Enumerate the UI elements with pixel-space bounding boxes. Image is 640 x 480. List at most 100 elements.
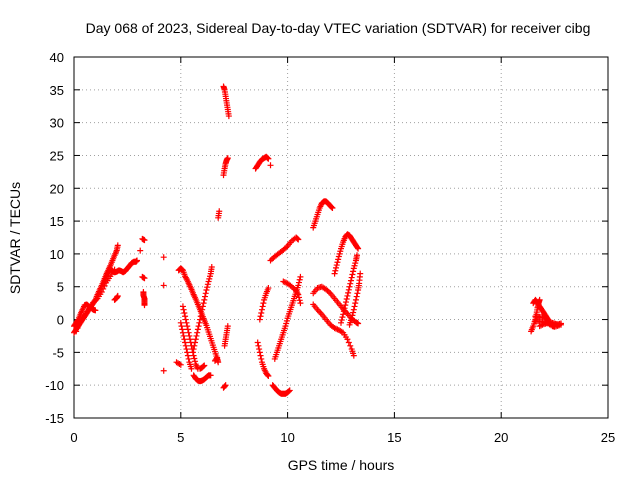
data-point <box>354 252 361 259</box>
data-point <box>185 329 192 336</box>
data-point <box>282 323 289 330</box>
data-point <box>265 285 272 292</box>
data-point <box>352 296 359 303</box>
data-point <box>295 294 302 301</box>
data-point <box>200 363 207 370</box>
data-point <box>114 242 121 249</box>
data-point <box>296 276 303 283</box>
series-arc39 <box>346 270 364 328</box>
data-point <box>74 325 81 332</box>
data-point <box>192 358 199 365</box>
data-point <box>346 283 353 290</box>
data-point <box>335 253 342 260</box>
data-point <box>347 277 354 284</box>
data-point <box>194 326 201 333</box>
data-point <box>196 319 203 326</box>
y-axis-ticks: -15 -10 -5 0 5 10 15 20 25 30 35 40 <box>45 50 608 426</box>
data-point <box>297 300 304 307</box>
data-point <box>134 257 141 264</box>
data-point <box>337 248 344 255</box>
chart-title: Day 068 of 2023, Sidereal Day-to-day VTE… <box>86 20 591 36</box>
series-arc4 <box>100 257 141 287</box>
data-point <box>98 288 105 295</box>
data-point <box>195 323 202 330</box>
data-point <box>258 306 265 313</box>
data-point <box>189 349 196 356</box>
x-tick-label: 5 <box>177 430 184 445</box>
data-point <box>197 313 204 320</box>
y-tick-label: -15 <box>45 411 64 426</box>
data-point <box>203 287 210 294</box>
data-point <box>201 296 208 303</box>
data-point <box>222 382 229 389</box>
data-point <box>265 372 272 379</box>
y-tick-label: -5 <box>52 345 64 360</box>
data-point <box>264 372 271 379</box>
data-point <box>355 245 362 252</box>
data-point <box>179 303 186 310</box>
data-point <box>257 313 264 320</box>
series-arc34 <box>310 198 336 231</box>
data-point <box>100 285 107 292</box>
data-point <box>202 293 209 300</box>
data-point <box>160 254 167 261</box>
x-tick-label: 10 <box>280 430 294 445</box>
data-point <box>206 275 213 282</box>
series-arc6 <box>137 247 144 254</box>
data-point <box>197 316 204 323</box>
data-point <box>350 265 357 272</box>
y-tick-label: 30 <box>50 116 64 131</box>
data-point <box>187 336 194 343</box>
series-arc38 <box>338 252 361 326</box>
data-point <box>182 342 189 349</box>
data-point <box>295 291 302 298</box>
data-point <box>343 295 350 302</box>
series-arc11 <box>160 282 167 289</box>
series-arc44 <box>532 317 562 330</box>
data-point <box>349 312 356 319</box>
series-arc10 <box>160 254 167 261</box>
data-point <box>216 208 223 215</box>
data-point <box>92 307 99 314</box>
data-point <box>181 309 188 316</box>
data-point <box>349 271 356 278</box>
data-point <box>295 236 302 243</box>
series-arc8 <box>139 273 148 282</box>
data-points <box>71 83 565 397</box>
data-point <box>333 264 340 271</box>
series-arc5 <box>111 292 121 303</box>
x-axis-label: GPS time / hours <box>288 457 395 473</box>
series-arc30 <box>269 382 293 397</box>
data-point <box>257 352 264 359</box>
series-arc35 <box>310 301 357 359</box>
data-point <box>342 302 349 309</box>
data-point <box>255 342 262 349</box>
series-arc20 <box>211 354 221 364</box>
data-point <box>202 290 209 297</box>
series-arc28 <box>254 339 272 379</box>
data-point <box>114 292 121 299</box>
data-point <box>354 290 361 297</box>
data-point <box>283 320 290 327</box>
data-point <box>190 346 197 353</box>
data-point <box>254 339 261 346</box>
data-point <box>160 282 167 289</box>
series-arc23 <box>221 323 231 349</box>
data-point <box>352 260 359 267</box>
data-point <box>555 322 562 329</box>
data-point <box>181 336 188 343</box>
data-point <box>348 315 355 322</box>
data-point <box>184 326 191 333</box>
data-point <box>179 329 186 336</box>
data-point <box>256 349 263 356</box>
series-arc25 <box>220 83 232 120</box>
data-point <box>329 204 336 211</box>
data-point <box>351 303 358 310</box>
series-arc31 <box>267 234 302 264</box>
data-point <box>256 316 263 323</box>
data-point <box>200 300 207 307</box>
data-point <box>225 113 232 120</box>
data-point <box>334 259 341 266</box>
data-point <box>204 281 211 288</box>
